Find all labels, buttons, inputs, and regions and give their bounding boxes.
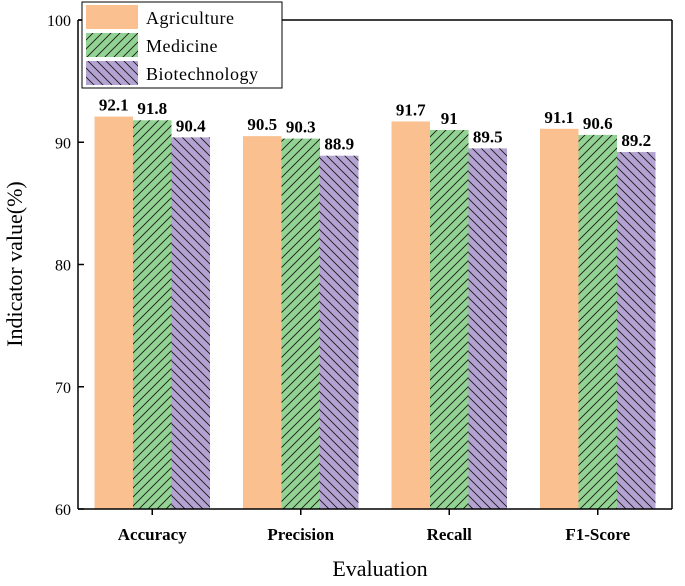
y-tick-label-60: 60	[55, 502, 71, 519]
data-label-biotechnology-precision: 88.9	[324, 135, 354, 154]
legend-label-agriculture: Agriculture	[146, 8, 234, 28]
bars-layer	[94, 116, 656, 510]
data-label-medicine-precision: 90.3	[286, 118, 316, 137]
data-label-biotechnology-accuracy: 90.4	[176, 116, 206, 135]
bar-biotechnology-recall	[468, 148, 507, 510]
legend-item-medicine: Medicine	[86, 33, 218, 57]
legend-label-biotechnology: Biotechnology	[146, 64, 259, 84]
data-label-biotechnology-f1-score: 89.2	[621, 131, 651, 150]
y-ticks: 60 70 80 90 100	[47, 13, 84, 519]
x-axis-title: Evaluation	[332, 556, 427, 581]
bar-biotechnology-f1-score	[617, 152, 656, 509]
x-tick-label-recall: Recall	[427, 525, 473, 544]
data-label-agriculture-f1-score: 91.1	[544, 108, 574, 127]
data-label-biotechnology-recall: 89.5	[473, 127, 503, 146]
x-tick-label-precision: Precision	[267, 525, 334, 544]
legend-swatch-biotechnology	[86, 61, 138, 85]
bar-biotechnology-precision	[320, 155, 359, 509]
legend-item-biotechnology: Biotechnology	[86, 61, 259, 85]
bar-medicine-recall	[430, 130, 469, 509]
y-tick-label-70: 70	[55, 380, 71, 397]
data-label-agriculture-recall: 91.7	[396, 100, 426, 119]
bar-agriculture-recall	[391, 121, 430, 509]
x-ticks: Accuracy Precision Recall F1-Score	[118, 509, 631, 544]
bar-agriculture-precision	[243, 136, 282, 509]
data-label-agriculture-accuracy: 92.1	[99, 96, 129, 115]
y-axis-title: Indicator value(%)	[2, 181, 27, 347]
y-tick-label-80: 80	[55, 258, 71, 275]
bar-biotechnology-accuracy	[171, 137, 210, 510]
data-label-medicine-recall: 91	[441, 109, 458, 128]
bar-medicine-accuracy	[133, 120, 172, 510]
bar-medicine-precision	[281, 138, 320, 509]
legend: Agriculture Medicine Biotechnology	[81, 1, 283, 89]
x-tick-label-accuracy: Accuracy	[118, 525, 187, 544]
y-tick-label-90: 90	[55, 135, 71, 152]
x-tick-label-f1-score: F1-Score	[565, 525, 630, 544]
bar-agriculture-accuracy	[94, 116, 133, 509]
data-labels-layer: 92.1 91.8 90.4 90.5 90.3 88.9 91.7 91 89.5 91.1 90…	[99, 96, 651, 154]
legend-swatch-agriculture	[86, 5, 138, 29]
bar-medicine-f1-score	[578, 134, 617, 510]
data-label-medicine-f1-score: 90.6	[583, 114, 613, 133]
legend-swatch-medicine	[86, 33, 138, 57]
bar-agriculture-f1-score	[540, 128, 579, 510]
legend-label-medicine: Medicine	[146, 36, 218, 56]
legend-item-agriculture: Agriculture	[86, 5, 234, 29]
data-label-medicine-accuracy: 91.8	[137, 99, 167, 118]
data-label-agriculture-precision: 90.5	[247, 115, 277, 134]
y-tick-label-100: 100	[47, 13, 71, 30]
